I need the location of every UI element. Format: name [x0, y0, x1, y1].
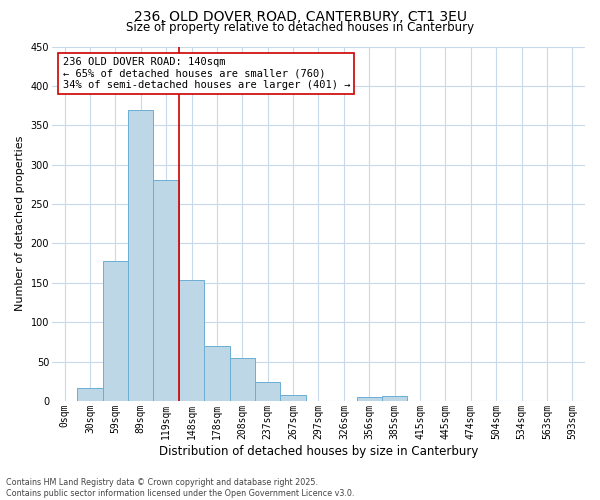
Text: Contains HM Land Registry data © Crown copyright and database right 2025.
Contai: Contains HM Land Registry data © Crown c…	[6, 478, 355, 498]
Bar	[382, 396, 407, 401]
Text: 236 OLD DOVER ROAD: 140sqm
← 65% of detached houses are smaller (760)
34% of sem: 236 OLD DOVER ROAD: 140sqm ← 65% of deta…	[62, 57, 350, 90]
X-axis label: Distribution of detached houses by size in Canterbury: Distribution of detached houses by size …	[159, 444, 478, 458]
Text: Size of property relative to detached houses in Canterbury: Size of property relative to detached ho…	[126, 21, 474, 34]
Y-axis label: Number of detached properties: Number of detached properties	[15, 136, 25, 312]
Bar	[280, 394, 306, 401]
Bar	[230, 358, 255, 401]
Bar	[255, 382, 280, 401]
Bar	[77, 388, 103, 401]
Bar	[128, 110, 154, 401]
Bar	[356, 397, 382, 401]
Bar	[204, 346, 230, 401]
Bar	[103, 260, 128, 401]
Bar	[154, 180, 179, 401]
Bar	[179, 280, 204, 401]
Text: 236, OLD DOVER ROAD, CANTERBURY, CT1 3EU: 236, OLD DOVER ROAD, CANTERBURY, CT1 3EU	[133, 10, 467, 24]
